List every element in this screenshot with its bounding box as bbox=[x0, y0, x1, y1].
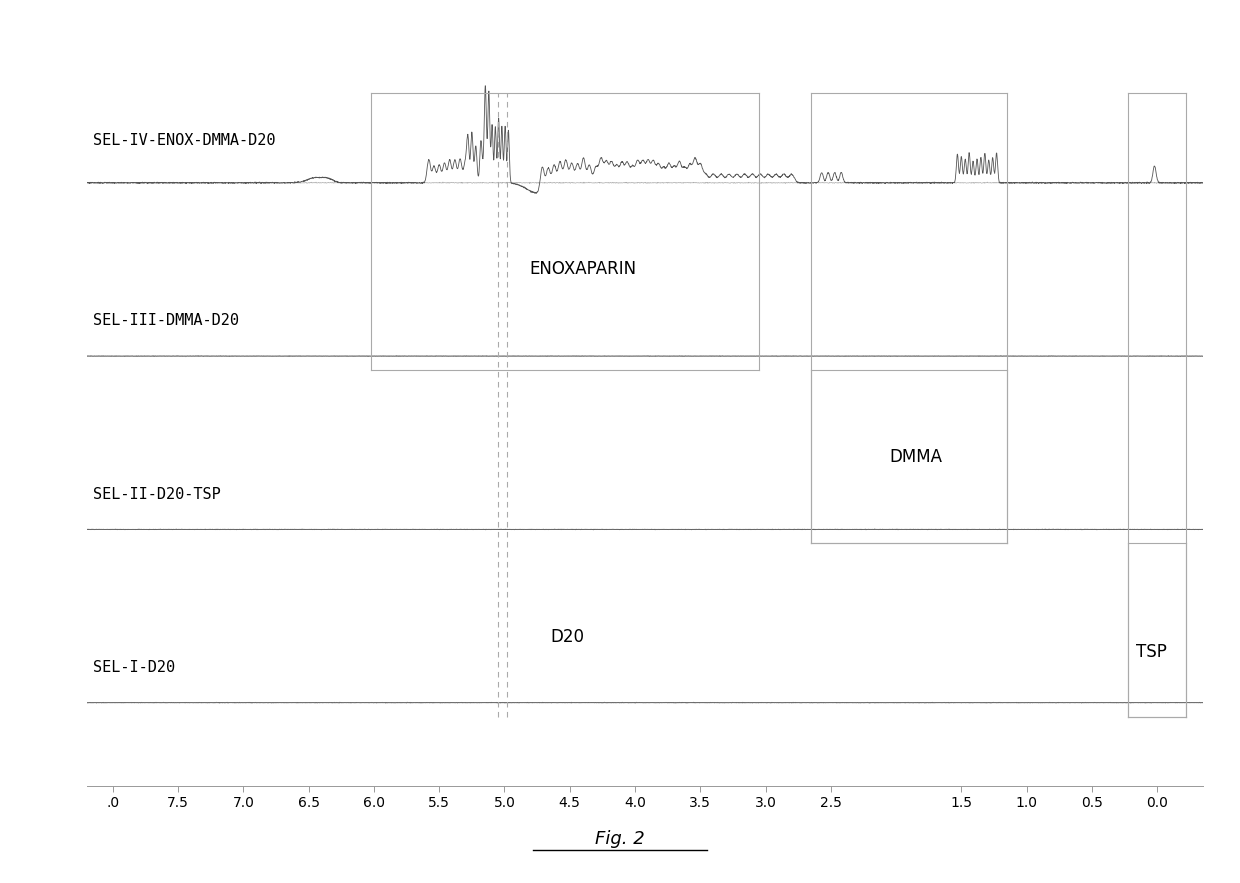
Text: SEL-IV-ENOX-DMMA-D20: SEL-IV-ENOX-DMMA-D20 bbox=[93, 133, 275, 148]
Text: SEL-III-DMMA-D20: SEL-III-DMMA-D20 bbox=[93, 313, 239, 328]
Text: D20: D20 bbox=[551, 628, 584, 645]
Text: ENOXAPARIN: ENOXAPARIN bbox=[529, 260, 636, 278]
Text: SEL-I-D20: SEL-I-D20 bbox=[93, 660, 175, 675]
Text: SEL-II-D20-TSP: SEL-II-D20-TSP bbox=[93, 487, 221, 502]
Text: DMMA: DMMA bbox=[889, 448, 942, 465]
Text: Fig. 2: Fig. 2 bbox=[595, 830, 645, 848]
Text: TSP: TSP bbox=[1136, 643, 1167, 661]
